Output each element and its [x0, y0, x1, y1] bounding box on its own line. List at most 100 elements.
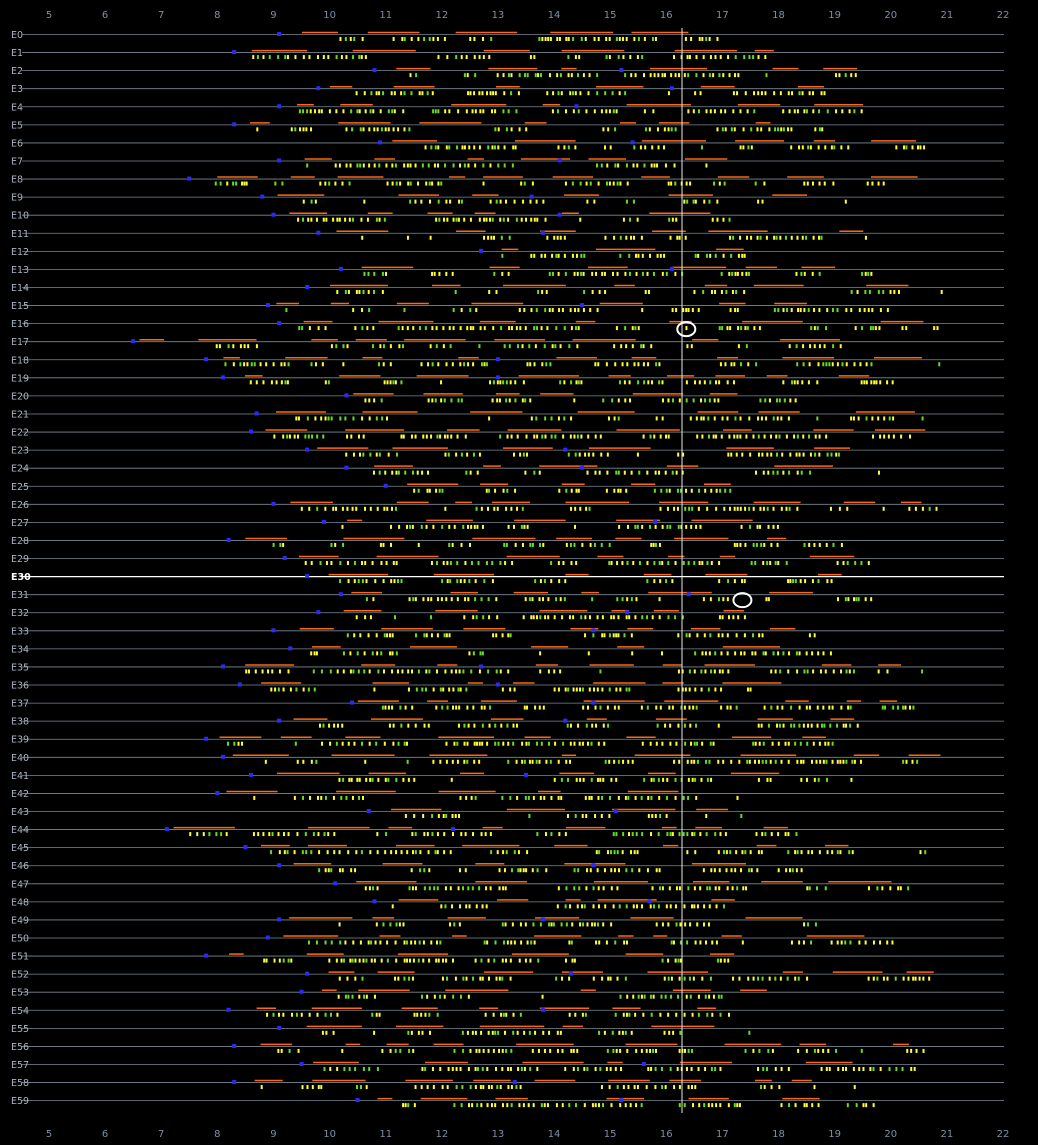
start-marker [344, 393, 349, 398]
event-tick [483, 940, 486, 945]
event-tick [398, 524, 401, 529]
event-tick [442, 687, 445, 692]
event-tick [870, 362, 873, 367]
event-tick [526, 705, 529, 710]
event-tick [446, 976, 449, 981]
event-tick [395, 181, 398, 186]
event-tick [803, 109, 806, 114]
event-tick [883, 416, 886, 421]
event-tick [717, 994, 720, 999]
event-tick [853, 109, 856, 114]
event-tick [463, 723, 466, 728]
event-tick [344, 37, 347, 41]
event-tick [711, 1012, 714, 1017]
event-tick [335, 958, 338, 963]
event-tick [588, 615, 591, 620]
event-tick [403, 958, 406, 963]
event-tick [877, 470, 880, 475]
event-tick [270, 850, 273, 855]
event-tick [434, 109, 437, 114]
event-tick [614, 1066, 617, 1071]
event-tick [777, 308, 780, 313]
event-tick [657, 73, 660, 78]
event-tick [503, 91, 506, 96]
event-tick [511, 163, 514, 168]
event-tick [414, 597, 417, 602]
event-tick [606, 163, 609, 168]
event-tick [803, 669, 806, 674]
event-tick [523, 1066, 526, 1071]
event-tick [481, 904, 484, 909]
event-tick [683, 723, 686, 728]
event-tick [886, 940, 889, 945]
event-tick [740, 326, 743, 331]
event-tick [711, 217, 714, 222]
event-tick [302, 55, 305, 60]
event-tick [430, 561, 433, 566]
event-tick [666, 832, 669, 837]
event-tick [714, 55, 717, 60]
event-tick [596, 777, 599, 782]
event-tick [378, 217, 381, 222]
event-tick [805, 1048, 808, 1053]
event-tick [737, 73, 740, 78]
event-tick [389, 922, 392, 927]
event-tick [689, 922, 692, 927]
event-tick [782, 109, 785, 114]
event-tick [513, 850, 516, 855]
event-tick [414, 832, 417, 837]
event-tick [733, 1103, 736, 1108]
event-tick [690, 37, 693, 41]
event-tick [672, 1030, 675, 1035]
event-tick [775, 434, 778, 439]
event-tick [615, 633, 618, 638]
row-label: E11 [11, 229, 29, 240]
event-tick [456, 759, 459, 764]
event-tick [650, 542, 653, 547]
event-tick [208, 832, 211, 837]
event-tick [544, 615, 547, 620]
event-tick [548, 922, 551, 927]
event-tick [615, 1048, 618, 1053]
event-tick [817, 362, 820, 367]
event-tick [557, 91, 560, 96]
event-tick [910, 1066, 913, 1071]
event-tick [469, 217, 472, 222]
event-tick [490, 37, 493, 41]
event-tick [830, 452, 833, 457]
event-tick [523, 759, 526, 764]
event-tick [797, 308, 800, 313]
event-tick [326, 850, 329, 855]
event-tick [324, 416, 327, 421]
event-tick [593, 109, 596, 114]
event-tick [318, 850, 321, 855]
x-tick-label-top: 20 [884, 10, 897, 21]
event-tick [846, 1103, 849, 1108]
event-tick [461, 1030, 464, 1035]
event-tick [854, 326, 857, 331]
event-tick [665, 795, 668, 800]
event-tick [867, 561, 870, 566]
event-tick [683, 1103, 686, 1108]
event-tick [547, 741, 550, 746]
event-tick [422, 958, 425, 963]
event-tick [788, 109, 791, 114]
event-tick [506, 488, 509, 493]
event-tick [494, 109, 497, 114]
event-tick [487, 597, 490, 602]
event-tick [407, 181, 410, 186]
event-tick [423, 723, 426, 728]
row-label: E22 [11, 428, 29, 439]
row-label: E35 [11, 662, 29, 673]
event-tick [729, 850, 732, 855]
event-tick [800, 868, 803, 873]
event-tick [519, 868, 522, 873]
event-tick [311, 1085, 314, 1090]
event-tick [719, 488, 722, 493]
event-tick [446, 434, 449, 439]
event-tick [663, 145, 666, 150]
event-tick [727, 1012, 730, 1017]
event-tick [605, 109, 608, 114]
event-tick [363, 651, 366, 656]
event-tick [485, 904, 488, 909]
